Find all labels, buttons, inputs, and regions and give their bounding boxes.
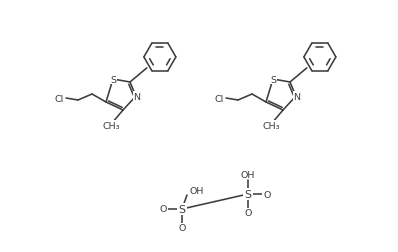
Text: S: S [270,75,276,84]
Text: S: S [110,75,116,84]
Text: Cl: Cl [55,94,64,103]
Text: Cl: Cl [215,94,224,103]
Text: S: S [178,204,185,214]
Text: O: O [159,205,167,214]
Text: CH₃: CH₃ [102,121,120,130]
Text: N: N [133,92,140,101]
Text: S: S [244,189,252,199]
Text: OH: OH [190,186,205,195]
Text: N: N [293,92,300,101]
Text: OH: OH [241,170,255,179]
Text: O: O [263,190,271,199]
Text: O: O [178,224,186,233]
Text: O: O [244,209,252,218]
Text: CH₃: CH₃ [262,121,280,130]
